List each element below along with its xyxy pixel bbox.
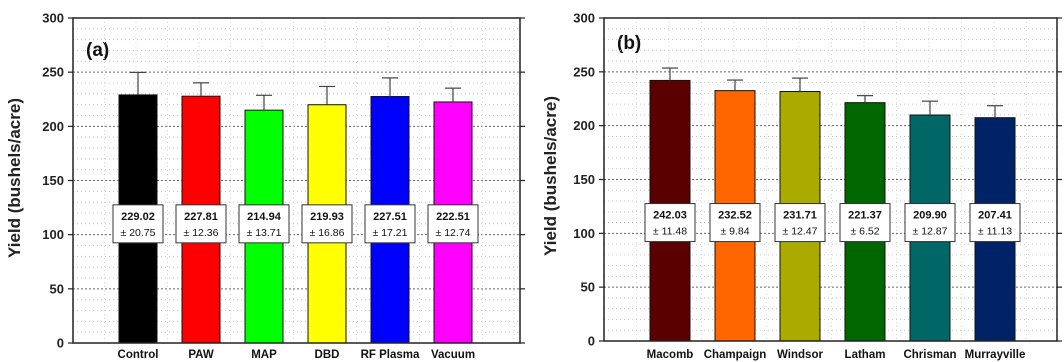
data-label-box xyxy=(904,203,956,243)
y-axis-label: Yield (bushels/acre) xyxy=(5,98,24,258)
data-label-box xyxy=(301,204,353,244)
y-axis-label: Yield (bushels/acre) xyxy=(541,96,560,256)
data-label-sd: ± 20.75 xyxy=(121,227,156,239)
x-tick-label: Murrayville xyxy=(965,349,1026,361)
data-label-box xyxy=(774,203,826,243)
y-tick-label: 250 xyxy=(573,64,595,79)
data-label-mean: 222.51 xyxy=(436,211,470,223)
plot-frame xyxy=(603,17,1058,342)
data-label-mean: 221.37 xyxy=(848,210,882,222)
data-label-box xyxy=(238,204,290,244)
y-tick-label: 150 xyxy=(42,173,64,188)
data-label-sd: ± 12.47 xyxy=(783,226,818,238)
x-tick-label: MAP xyxy=(251,349,277,361)
data-label-box xyxy=(364,204,416,244)
x-tick-label: Vacuum xyxy=(431,349,475,361)
data-label-mean: 242.03 xyxy=(653,210,687,222)
y-tick-label: 250 xyxy=(42,65,64,80)
y-tick-label: 100 xyxy=(42,227,64,242)
y-tick-label: 200 xyxy=(573,118,595,133)
data-label-box xyxy=(969,203,1021,243)
data-label-box xyxy=(839,203,891,243)
data-label-mean: 227.81 xyxy=(184,211,218,223)
x-tick-label: DBD xyxy=(315,349,340,361)
y-tick-label: 300 xyxy=(573,11,595,26)
y-tick-label: 200 xyxy=(42,119,64,134)
y-tick-label: 150 xyxy=(573,172,595,187)
data-label-sd: ± 16.86 xyxy=(310,227,345,239)
data-label-box xyxy=(427,204,479,244)
x-tick-label: Control xyxy=(118,349,159,361)
data-label-mean: 227.51 xyxy=(373,211,407,223)
data-label-sd: ± 12.74 xyxy=(436,227,471,239)
x-tick-label: Latham xyxy=(845,349,886,361)
y-tick-label: 0 xyxy=(57,336,64,351)
data-label-box xyxy=(175,204,227,244)
y-tick-label: 300 xyxy=(42,11,64,26)
y-tick-label: 0 xyxy=(588,334,595,349)
data-label-sd: ± 17.21 xyxy=(373,227,408,239)
data-label-sd: ± 12.36 xyxy=(184,227,219,239)
data-label-mean: 231.71 xyxy=(783,210,817,222)
chart-panel-a: (a) Yield (bushels/acre) 050100150200250… xyxy=(5,11,525,361)
data-label-box xyxy=(709,203,761,243)
x-tick-label: Windsor xyxy=(777,349,823,361)
data-label-box xyxy=(644,203,696,243)
plot-frame xyxy=(72,17,521,344)
data-label-box xyxy=(112,204,164,244)
x-tick-label: RF Plasma xyxy=(361,349,420,361)
data-label-mean: 229.02 xyxy=(121,211,155,223)
y-tick-label: 50 xyxy=(50,281,64,296)
data-label-sd: ± 13.71 xyxy=(247,227,282,239)
data-label-mean: 219.93 xyxy=(310,211,344,223)
data-label-sd: ± 11.48 xyxy=(653,226,687,238)
panel-label: (b) xyxy=(617,33,641,54)
x-tick-label: Macomb xyxy=(647,349,694,361)
chart-panel-b: (b) Yield (bushels/acre) 0 50 100 150 200 250… xyxy=(541,11,1062,361)
data-label-mean: 214.94 xyxy=(247,211,282,223)
data-label-sd: ± 11.13 xyxy=(978,226,1012,238)
x-tick-label: Chrisman xyxy=(903,349,956,361)
x-tick-label: PAW xyxy=(188,349,213,361)
data-label-sd: ± 12.87 xyxy=(913,226,948,238)
data-label-sd: ± 6.52 xyxy=(850,226,879,238)
data-label-mean: 207.41 xyxy=(978,210,1012,222)
data-label-mean: 232.52 xyxy=(718,210,752,222)
data-label-sd: ± 9.84 xyxy=(720,226,749,238)
x-tick-label: Champaign xyxy=(704,349,767,361)
data-label-mean: 209.90 xyxy=(913,210,947,222)
y-tick-label: 50 xyxy=(581,280,595,295)
y-tick-label: 100 xyxy=(573,226,595,241)
